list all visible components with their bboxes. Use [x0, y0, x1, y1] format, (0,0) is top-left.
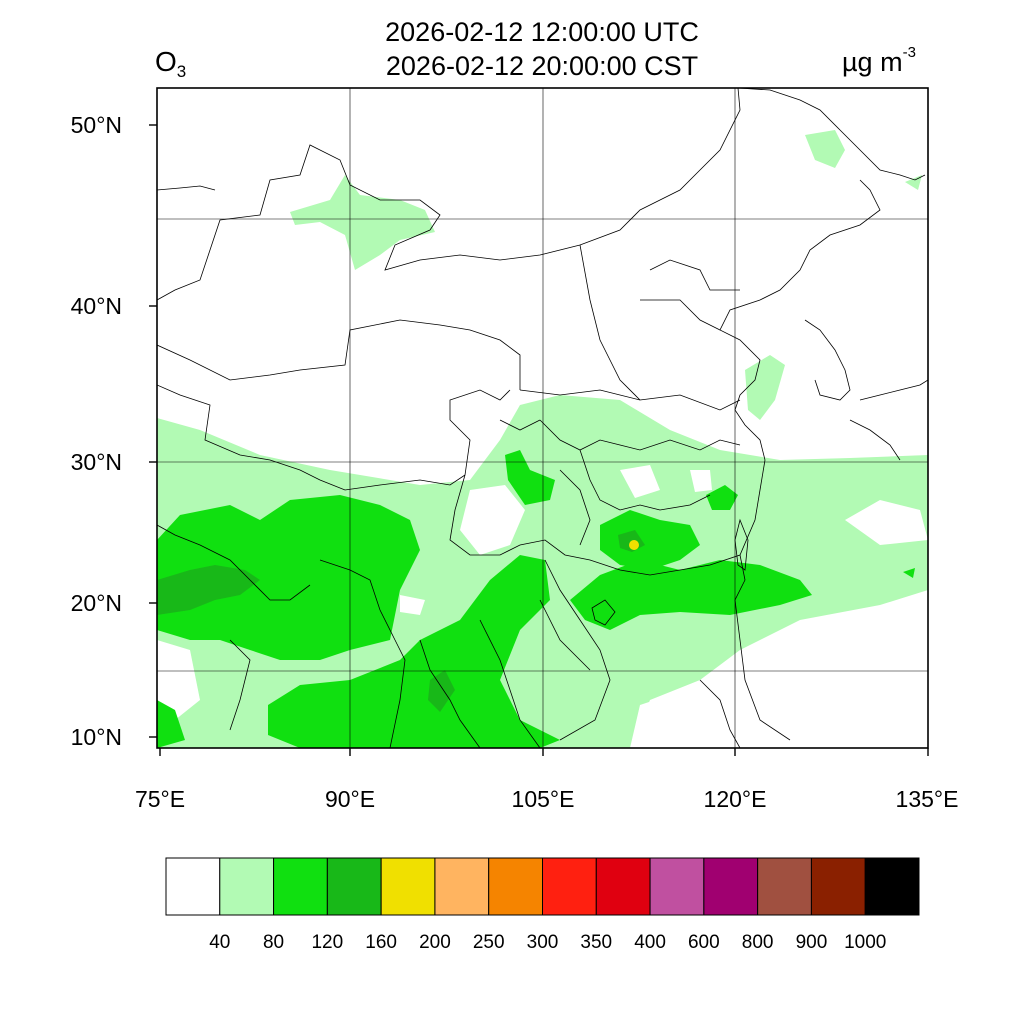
colorbar-swatch	[434, 857, 490, 916]
colorbar-tick-label: 300	[526, 932, 559, 953]
map-title-utc: 2026-02-12 12:00:00 UTC	[385, 17, 699, 47]
colorbar-tick-label: 160	[365, 932, 397, 953]
colorbar-swatch	[273, 857, 328, 916]
unit-text: µg m	[842, 47, 903, 77]
unit-label: µg m-3	[842, 44, 916, 78]
colorbar-tick-label: 400	[634, 932, 666, 953]
colorbar-tick-label: 250	[472, 932, 505, 953]
lat-label-10n: 10°N	[70, 724, 122, 750]
map-content	[157, 88, 928, 748]
colorbar-swatch	[757, 857, 812, 916]
variable-subscript: 3	[176, 62, 187, 81]
colorbar-tick-label: 120	[311, 932, 344, 953]
grid-lines	[157, 88, 928, 748]
colorbar-swatch	[864, 857, 920, 916]
lon-label-120e: 120°E	[703, 786, 767, 812]
colorbar-tick-label: 1000	[844, 932, 887, 953]
colorbar-swatch	[380, 857, 436, 916]
axis-ticks	[149, 124, 929, 756]
colorbar-tick-label: 900	[795, 932, 828, 953]
colorbar-tick-label: 200	[419, 932, 451, 953]
colorbar	[165, 857, 920, 916]
colorbar-swatch	[649, 857, 705, 916]
colorbar-swatch	[488, 857, 544, 916]
colorbar-swatch	[326, 857, 382, 916]
lat-label-40n: 40°N	[70, 293, 122, 319]
lon-label-75e: 75°E	[134, 786, 186, 812]
variable-label: O3	[155, 46, 186, 82]
colorbar-tick-label: 350	[580, 932, 613, 953]
lat-label-30n: 30°N	[70, 449, 122, 475]
colorbar-swatch	[595, 857, 651, 916]
colorbar-tick-label: 800	[741, 932, 774, 953]
colorbar-tick-label: 600	[687, 932, 720, 953]
lon-label-105e: 105°E	[511, 786, 575, 812]
lat-label-50n: 50°N	[70, 112, 122, 138]
variable-name: O	[155, 46, 177, 77]
lon-label-90e: 90°E	[324, 786, 376, 812]
colorbar-swatch	[542, 857, 597, 916]
unit-exponent: -3	[902, 44, 916, 61]
ozone-band-160-200-hotspot	[629, 540, 639, 550]
colorbar-tick-label: 40	[209, 932, 231, 953]
ozone-band-below-40-holes	[157, 465, 928, 748]
colorbar-swatch	[810, 857, 866, 916]
colorbar-tick-label: 80	[262, 932, 285, 953]
ozone-band-80-120	[157, 450, 915, 748]
map-title-cst: 2026-02-12 20:00:00 CST	[385, 51, 699, 81]
colorbar-swatch	[165, 857, 221, 916]
lon-label-135e: 135°E	[895, 786, 959, 812]
lat-label-20n: 20°N	[70, 590, 122, 616]
colorbar-swatch	[219, 857, 275, 916]
colorbar-swatch	[703, 857, 759, 916]
